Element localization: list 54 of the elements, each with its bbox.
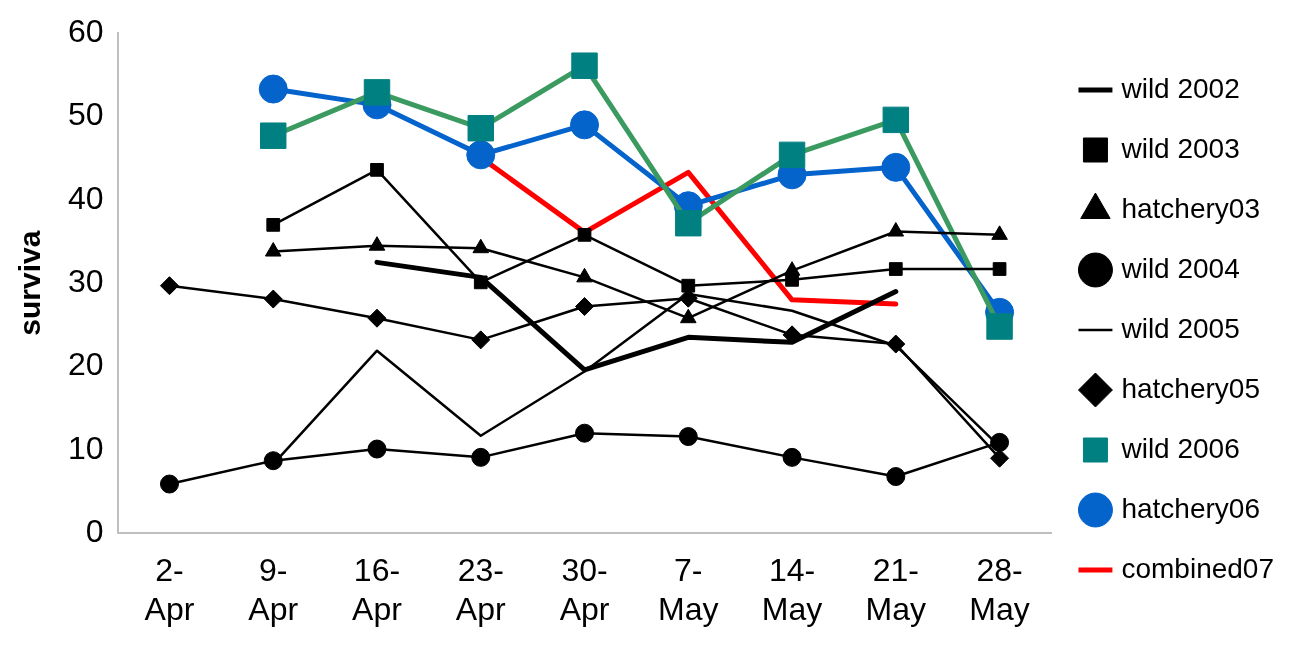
point [681,278,696,293]
point [159,276,179,296]
point [886,467,906,487]
x-tick-label: 9-Apr [248,552,299,627]
x-tick-label: 14-May [761,552,823,627]
x-tick-label: 30-Apr [559,552,610,627]
y-tick-label: 30 [68,263,104,300]
y-tick-label: 60 [68,13,104,50]
point [263,289,283,309]
legend-label: combined07 [1121,552,1275,584]
point [881,152,911,182]
x-tick-label: 2-Apr [144,552,195,627]
point [785,273,799,287]
y-tick-label: 10 [68,429,104,466]
point [887,222,905,237]
point [575,423,595,443]
point [471,330,491,350]
point [263,451,283,471]
y-axis-title: surviva [13,230,47,336]
point [992,262,1007,276]
y-tick-label: 50 [68,96,104,133]
legend-label: wild 2006 [1120,432,1240,464]
legend-label: wild 2004 [1120,252,1240,284]
point [471,447,491,467]
legend-label: hatchery03 [1121,192,1260,224]
legend-label: wild 2003 [1120,132,1240,164]
point [575,297,595,317]
x-tick-label: 21-May [865,552,927,627]
point [782,447,802,467]
legend-label: hatchery06 [1121,492,1260,524]
x-tick-label: 7-May [658,552,719,627]
y-tick-label: 20 [68,346,104,383]
point [258,74,288,104]
point [577,228,592,242]
legend-label: wild 2002 [1120,72,1240,104]
point [264,242,282,257]
x-tick-label: 28-May [969,552,1030,627]
point [990,448,1010,468]
point [370,163,384,177]
point [678,427,698,447]
point [466,140,496,170]
point [888,262,903,276]
point [367,308,387,328]
x-tick-label: 23-Apr [455,552,506,627]
y-tick-label: 0 [85,513,104,550]
x-tick-label: 16-Apr [352,552,403,627]
legend-label: wild 2005 [1120,312,1240,344]
point [367,439,387,459]
point [266,218,281,232]
point [990,432,1010,452]
point [570,110,600,140]
y-tick-label: 40 [68,179,104,216]
point [159,474,179,494]
legend-label: hatchery05 [1121,372,1260,404]
